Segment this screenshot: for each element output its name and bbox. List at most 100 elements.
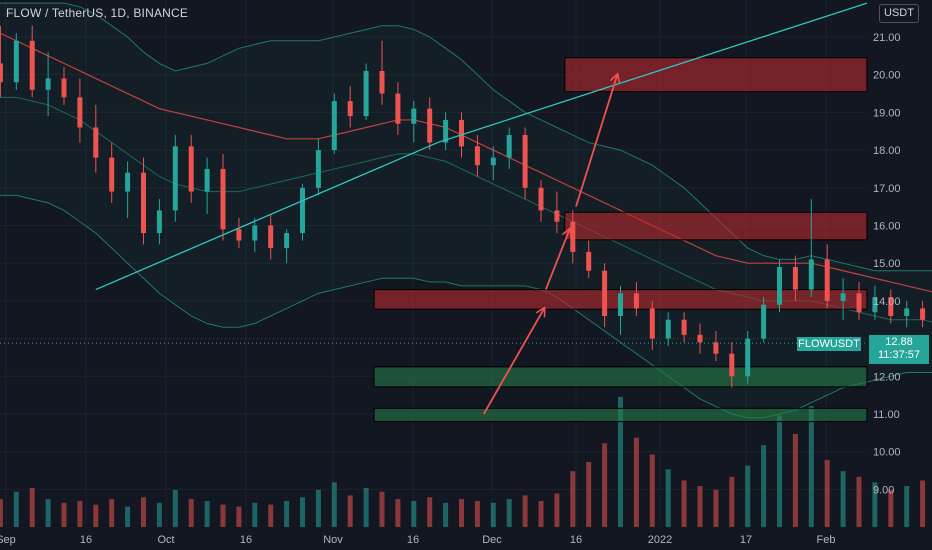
volume-bar xyxy=(363,487,369,527)
volume-bar xyxy=(824,460,830,527)
bollinger-upper-line xyxy=(0,2,932,272)
x-tick-label: Oct xyxy=(157,534,174,546)
volume-bar xyxy=(109,499,115,527)
volume-bar xyxy=(204,500,210,527)
candle-body xyxy=(252,225,258,241)
candle-body xyxy=(188,146,194,192)
candle-body xyxy=(904,308,910,316)
volume-bar xyxy=(904,486,910,527)
candle-body xyxy=(93,127,99,158)
volume-bar xyxy=(920,480,926,527)
volume-bar xyxy=(761,445,767,527)
candle-body xyxy=(697,334,703,343)
volume-bar xyxy=(284,500,290,527)
candle-body xyxy=(808,259,814,290)
candle-body xyxy=(792,266,798,290)
volume-bar xyxy=(538,500,544,527)
candle-body xyxy=(602,270,608,316)
candle-body xyxy=(172,146,178,211)
volume-bar xyxy=(29,487,35,527)
currency-badge[interactable]: USDT xyxy=(879,4,919,23)
y-tick-label: 9.00 xyxy=(873,484,894,496)
volume-bar xyxy=(554,493,560,527)
volume-bar xyxy=(77,500,83,527)
support-zone xyxy=(373,366,868,388)
volume-bar xyxy=(315,489,321,527)
candle-body xyxy=(347,101,353,117)
x-axis: Sep 16 Oct 16 Nov 16 Dec 16 2022 17 Feb xyxy=(0,534,835,546)
candle-body xyxy=(284,233,290,249)
volume-bar xyxy=(792,434,798,527)
candle-body xyxy=(61,78,67,98)
volume-bar xyxy=(745,465,751,527)
volume-bar xyxy=(141,497,146,527)
volume-bar xyxy=(188,499,194,527)
candle-body xyxy=(141,172,146,234)
candle-body xyxy=(745,338,751,377)
candle-body xyxy=(300,187,305,234)
volume-bar xyxy=(729,476,735,527)
volume-bar xyxy=(490,502,496,527)
volume-bars xyxy=(0,396,926,527)
candle-body xyxy=(29,40,35,90)
candle-body xyxy=(506,135,512,158)
volume-bar xyxy=(331,482,337,527)
y-tick-label: 11.00 xyxy=(873,409,900,421)
volume-bar xyxy=(379,491,385,527)
y-tick-label: 14.00 xyxy=(873,296,901,308)
candle-body xyxy=(395,93,401,124)
candle-body xyxy=(363,70,369,117)
volume-bar xyxy=(586,461,592,527)
volume-bar xyxy=(172,489,178,527)
x-tick-label: Sep xyxy=(0,534,16,546)
volume-bar xyxy=(649,454,655,527)
volume-bar xyxy=(395,499,401,527)
candle-body xyxy=(872,297,878,313)
volume-bar xyxy=(427,497,433,527)
candle-body xyxy=(315,150,321,188)
candle-body xyxy=(13,40,19,83)
candle-body xyxy=(379,70,385,94)
candle-body xyxy=(888,297,894,316)
volume-bar xyxy=(268,504,274,527)
candle-body xyxy=(77,97,83,128)
candle-body xyxy=(490,157,496,166)
candle-body xyxy=(554,210,560,222)
y-tick-label: 16.00 xyxy=(873,221,901,233)
support-zone xyxy=(373,407,868,423)
resistance-zone xyxy=(564,211,868,241)
x-tick-label: Nov xyxy=(323,534,343,546)
candle-body xyxy=(411,108,417,124)
candle-body xyxy=(824,259,830,301)
projection-arrow xyxy=(544,229,570,290)
y-tick-label: 15.00 xyxy=(873,258,901,270)
x-tick-label: Feb xyxy=(817,534,836,546)
candle-body xyxy=(840,293,846,301)
candle-body xyxy=(109,157,115,192)
trendline xyxy=(95,2,868,291)
volume-bar xyxy=(252,502,258,527)
x-tick-label: 16 xyxy=(80,534,92,546)
volume-bar xyxy=(220,504,226,527)
volume-bar xyxy=(300,497,305,527)
volume-bar xyxy=(13,491,19,527)
last-price-value: 12.88 xyxy=(885,336,913,348)
candle-body xyxy=(713,342,719,354)
volume-bar xyxy=(411,500,417,527)
volume-bar xyxy=(93,504,99,527)
volume-bar xyxy=(777,415,782,527)
candle-body xyxy=(220,168,226,230)
candle-body xyxy=(649,308,655,339)
volume-bar xyxy=(856,476,862,527)
volume-bar xyxy=(522,495,528,527)
volume-bar xyxy=(888,489,894,527)
volume-bar xyxy=(808,406,814,527)
candle-body xyxy=(331,101,337,151)
candle-body xyxy=(777,266,782,305)
candle-body xyxy=(633,293,639,309)
candle-body xyxy=(125,172,131,192)
volume-bar xyxy=(474,500,480,527)
last-price-tag: 12.88 11:37:57 xyxy=(869,335,929,364)
candle-body xyxy=(204,168,210,192)
